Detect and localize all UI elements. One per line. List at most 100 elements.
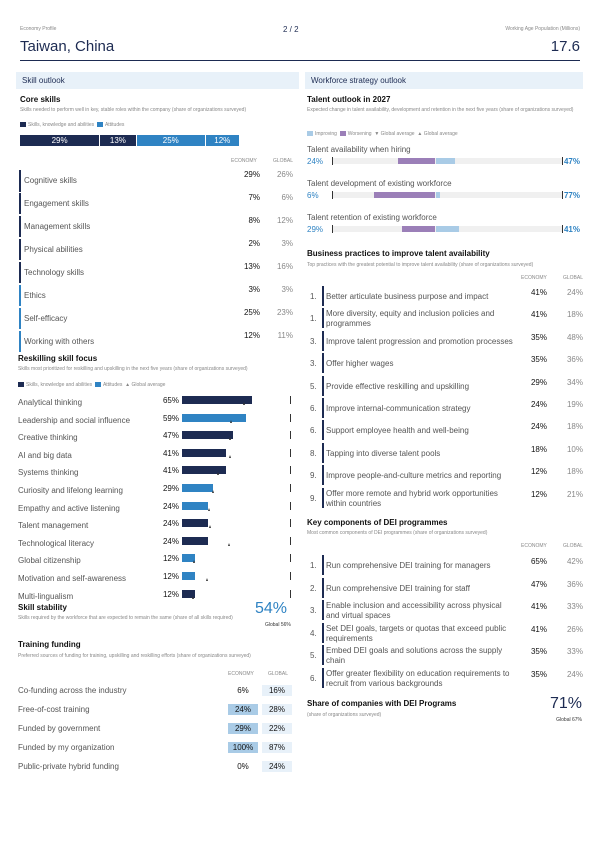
reskill-global-marker <box>230 419 233 423</box>
segment-cognitive: 29% <box>20 135 101 146</box>
segment-technology: 13% <box>100 135 137 146</box>
reskilling-legend: Skills, knowledge and abilities Attitude… <box>18 382 165 388</box>
reskill-value: 41% <box>162 448 179 458</box>
funding-economy: 24% <box>228 704 258 715</box>
dei-title: Key components of DEI programmes <box>307 518 448 527</box>
practice-rank: 6. <box>310 426 317 436</box>
practice-rank: 9. <box>310 471 317 481</box>
talent-label: Talent development of existing workforce <box>307 179 452 188</box>
practice-global: 34% <box>566 377 583 387</box>
dei-global: 42% <box>566 557 583 566</box>
practice-label: Provide effective reskilling and upskill… <box>326 381 470 391</box>
practice-economy: 18% <box>530 444 547 454</box>
talent-worsening-value: 47% <box>563 157 580 166</box>
core-skill-global: 6% <box>281 193 293 202</box>
core-row-marker <box>19 331 21 352</box>
practice-rank: 5. <box>310 381 317 391</box>
talent-worsening-value: 41% <box>563 225 580 234</box>
reskill-bar-end <box>290 466 291 475</box>
practice-marker <box>322 330 324 351</box>
dei-marker <box>322 555 324 575</box>
reskill-value: 29% <box>162 484 179 493</box>
dei-global: 33% <box>566 647 583 656</box>
reskill-global-marker <box>229 454 232 458</box>
reskill-global-marker <box>193 560 196 564</box>
core-skill-economy: 8% <box>248 216 260 225</box>
core-skill-economy: 13% <box>243 262 260 271</box>
funding-label: Funded by government <box>18 724 101 733</box>
dei-economy: 41% <box>530 602 547 611</box>
practice-economy: 29% <box>530 377 547 387</box>
practice-economy: 12% <box>530 489 547 499</box>
talent-worsening-bar <box>373 192 436 198</box>
reskill-bar <box>182 501 208 510</box>
reskill-bar <box>182 484 214 492</box>
practice-economy: 35% <box>530 355 547 365</box>
reskill-bar <box>182 536 208 545</box>
practice-label: Improve people-and-culture metrics and r… <box>326 471 502 481</box>
core-skills-stacked-bar: 29% 13% 25% 12% <box>20 135 296 146</box>
practice-marker <box>322 375 324 396</box>
funding-economy: 100% <box>228 742 258 753</box>
reskill-value: 47% <box>162 431 179 441</box>
practice-economy: 41% <box>530 310 547 320</box>
core-skill-label: Physical abilities <box>24 245 83 254</box>
funding-label: Free-of-cost training <box>18 705 90 714</box>
practice-global: 18% <box>566 422 583 432</box>
reskill-global-marker <box>217 472 220 476</box>
dei-economy: 41% <box>530 624 547 634</box>
practice-rank: 9. <box>310 493 317 503</box>
funding-economy: 29% <box>228 723 258 734</box>
dei-rank: 2. <box>310 583 317 593</box>
dei-label: Embed DEI goals and solutions across the… <box>326 646 503 665</box>
reskill-label: AI and big data <box>18 450 72 460</box>
reskill-label: Motivation and self-awareness <box>18 574 127 583</box>
dei-global: 36% <box>566 579 583 589</box>
reskill-bar-end <box>290 536 291 545</box>
practice-rank: 6. <box>310 404 317 413</box>
reskill-label: Technological literacy <box>18 538 95 548</box>
core-legend: Skills, knowledge and abilities Attitude… <box>20 122 124 128</box>
reskill-bar <box>182 431 233 440</box>
dei-economy: 65% <box>530 557 547 566</box>
reskill-value: 41% <box>162 466 179 476</box>
dei-economy: 47% <box>530 579 547 589</box>
practice-label: Offer more remote and hybrid work opport… <box>326 488 498 508</box>
reskill-value: 24% <box>162 501 179 511</box>
core-row-marker <box>19 308 21 329</box>
reskill-bar-end <box>290 431 291 440</box>
reskill-bar-end <box>290 589 291 598</box>
core-skill-economy: 7% <box>248 193 260 202</box>
reskill-bar-end <box>290 572 291 580</box>
reskill-label: Systems thinking <box>18 468 79 478</box>
practice-global: 18% <box>566 467 583 477</box>
dei-label: Run comprehensive DEI training for manag… <box>326 561 491 570</box>
reskill-value: 24% <box>162 519 179 529</box>
funding-global: 28% <box>262 704 292 715</box>
practice-rank: 3. <box>310 336 317 346</box>
dei-marker <box>322 645 324 665</box>
practice-marker <box>322 398 324 418</box>
practice-label: Improve talent progression and promotion… <box>326 336 513 346</box>
core-skill-label: Cognitive skills <box>24 176 77 185</box>
core-skill-economy: 12% <box>243 331 260 340</box>
reskill-bar <box>182 519 208 528</box>
talent-outlook-title: Talent outlook in 2027 <box>307 95 391 104</box>
core-row-marker <box>19 262 21 283</box>
dei-rank: 4. <box>310 628 317 638</box>
core-skill-economy: 25% <box>243 308 260 317</box>
dei-global: 24% <box>566 669 583 679</box>
reskill-value: 12% <box>162 589 179 599</box>
core-row-marker <box>19 239 21 260</box>
funding-label: Public-private hybrid funding <box>18 762 119 771</box>
talent-track-start <box>332 157 333 165</box>
reskill-value: 65% <box>162 396 179 405</box>
reskill-bar-end <box>290 396 291 404</box>
reskilling-title: Reskilling skill focus <box>18 354 98 363</box>
talent-improving-bar <box>435 192 441 198</box>
economy-name: Taiwan, China <box>20 38 115 55</box>
practice-label: Better articulate business purpose and i… <box>326 292 489 301</box>
core-row-marker <box>19 170 21 192</box>
reskill-bar-end <box>290 448 291 457</box>
reskill-label: Multi-lingualism <box>18 591 74 601</box>
